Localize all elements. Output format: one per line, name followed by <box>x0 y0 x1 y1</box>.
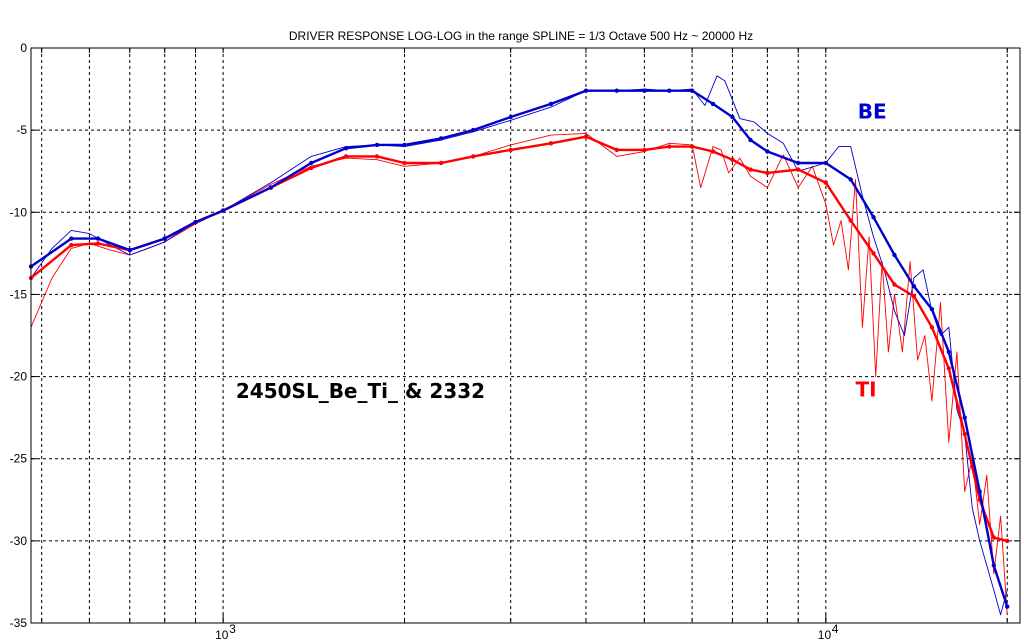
data-point-ti-smooth <box>710 149 716 154</box>
data-point-ti-smooth <box>962 431 967 437</box>
data-point-be-smooth <box>871 215 876 220</box>
x-tick-label: 10 <box>215 628 229 642</box>
data-point-ti-smooth <box>911 293 917 299</box>
data-point-be-smooth <box>911 284 917 289</box>
data-point-be-smooth <box>848 177 853 182</box>
data-point-ti-smooth <box>95 241 101 246</box>
data-point-be-smooth <box>796 160 801 166</box>
data-point-ti-smooth <box>343 154 349 159</box>
data-point-ti-smooth <box>642 147 647 153</box>
data-point-ti-smooth <box>309 165 314 171</box>
data-point-be-smooth <box>69 236 74 241</box>
data-point-be-smooth <box>548 101 554 107</box>
data-point-ti-smooth <box>946 366 951 371</box>
y-tick-label: -20 <box>10 370 28 384</box>
annotation-label: 2450SL_Be_Ti_ & 2332 <box>236 379 485 403</box>
data-point-ti-smooth <box>871 251 876 256</box>
data-point-be-smooth <box>193 219 198 225</box>
data-point-ti-smooth <box>1005 538 1010 544</box>
data-point-be-smooth <box>374 142 380 148</box>
data-point-ti-smooth <box>614 147 619 153</box>
data-point-ti-smooth <box>548 141 554 146</box>
data-point-ti-smooth <box>823 180 828 185</box>
data-point-be-smooth <box>1005 604 1010 609</box>
data-point-be-smooth <box>95 236 101 241</box>
series-line-ti-raw <box>30 132 1008 615</box>
data-point-be-smooth <box>162 236 167 241</box>
data-point-ti-smooth <box>583 134 589 139</box>
plot-frame <box>30 47 1021 624</box>
data-point-ti-smooth <box>69 242 74 248</box>
data-point-ti-smooth <box>438 160 444 166</box>
data-point-be-smooth <box>892 252 897 258</box>
series-layer <box>28 75 1010 616</box>
data-point-be-smooth <box>309 160 314 166</box>
grid-lines <box>31 47 1020 624</box>
y-tick-label: 0 <box>20 41 27 55</box>
x-tick-exponent: 4 <box>832 622 839 636</box>
data-point-be-smooth <box>710 101 716 107</box>
data-point-be-smooth <box>127 247 132 253</box>
data-point-ti-smooth <box>667 144 672 149</box>
y-tick-label: -10 <box>10 205 28 219</box>
data-point-ti-smooth <box>471 154 476 159</box>
y-tick-label: -15 <box>10 287 28 301</box>
data-point-ti-smooth <box>730 157 735 162</box>
x-tick-exponent: 3 <box>229 622 236 636</box>
data-point-ti-smooth <box>374 154 380 159</box>
data-point-be-smooth <box>667 88 672 93</box>
plot-area <box>31 48 1020 623</box>
annotation-label: TI <box>855 377 876 401</box>
data-point-be-smooth <box>642 88 647 93</box>
data-point-be-smooth <box>977 489 982 494</box>
data-point-be-smooth <box>689 88 695 93</box>
data-point-be-smooth <box>402 142 407 148</box>
y-tick-label: -35 <box>10 616 28 630</box>
data-point-be-smooth <box>438 136 444 141</box>
annotation-label: BE <box>858 100 887 124</box>
y-tick-label: -30 <box>10 534 28 548</box>
data-point-ti-smooth <box>689 144 695 149</box>
data-point-be-smooth <box>730 114 735 120</box>
data-point-be-smooth <box>268 185 273 190</box>
data-point-be-smooth <box>962 415 967 420</box>
data-point-be-smooth <box>748 137 753 143</box>
data-point-be-smooth <box>823 160 828 166</box>
data-point-ti-smooth <box>991 535 996 540</box>
data-point-ti-smooth <box>402 160 407 166</box>
x-tick-label: 10 <box>818 628 832 642</box>
data-point-ti-smooth <box>929 325 935 330</box>
data-point-be-smooth <box>614 88 619 93</box>
data-point-ti-smooth <box>508 147 513 153</box>
data-point-be-smooth <box>508 114 513 120</box>
data-point-be-smooth <box>929 307 935 312</box>
data-point-be-smooth <box>220 208 226 213</box>
y-tick-label: -5 <box>16 123 27 137</box>
data-point-be-smooth <box>583 88 589 93</box>
chart-title: DRIVER RESPONSE LOG-LOG in the range SPL… <box>289 29 753 43</box>
data-point-ti-smooth <box>848 218 853 223</box>
annotations: 2450SL_Be_Ti_ & 2332 BE TI <box>236 100 887 403</box>
data-point-be-smooth <box>343 146 349 151</box>
data-point-be-smooth <box>765 149 770 154</box>
data-point-be-smooth <box>991 563 996 568</box>
data-point-ti-smooth <box>796 167 801 172</box>
data-point-be-smooth <box>471 127 476 133</box>
data-point-ti-smooth <box>748 167 753 172</box>
y-tick-label: -25 <box>10 452 28 466</box>
data-point-be-smooth <box>946 349 951 355</box>
data-point-ti-smooth <box>765 170 770 176</box>
data-point-ti-smooth <box>892 282 897 287</box>
